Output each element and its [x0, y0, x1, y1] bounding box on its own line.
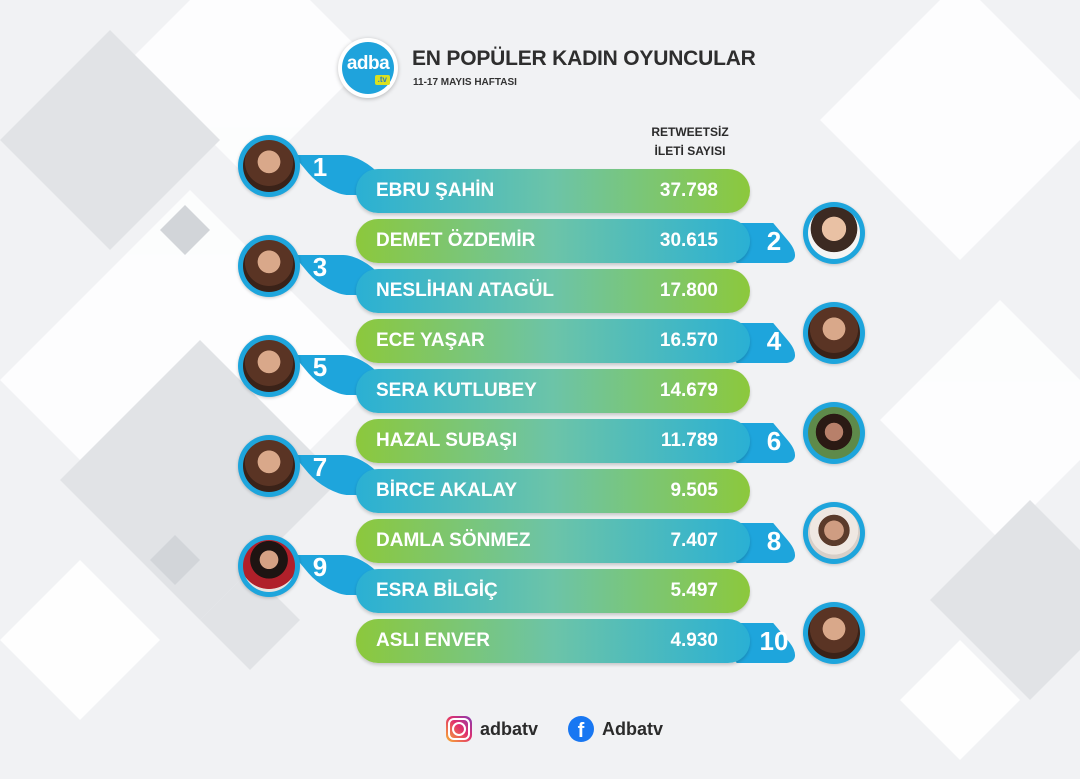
instagram-icon — [446, 716, 472, 742]
ranking-row-6: 6 HAZAL SUBAŞI 11.789 — [0, 402, 1080, 464]
rank-number: 2 — [766, 226, 782, 256]
actress-photo — [243, 240, 295, 292]
rank-number: 5 — [312, 352, 328, 382]
actress-photo — [243, 440, 295, 492]
ranking-row-8: 8 DAMLA SÖNMEZ 7.407 — [0, 502, 1080, 564]
actress-photo — [243, 340, 295, 392]
facebook-handle: Adbatv — [602, 719, 664, 739]
rank-photo-badge — [238, 535, 300, 597]
actress-name: ASLI ENVER — [376, 630, 491, 651]
ranking-row-10: 10 ASLI ENVER 4.930 — [0, 602, 1080, 664]
ranking-bar — [356, 619, 750, 663]
post-count: 14.679 — [659, 380, 718, 401]
rank-photo-badge — [803, 502, 865, 564]
rank-number: 7 — [312, 452, 328, 482]
rank-number: 9 — [312, 552, 328, 582]
ranking-bar — [356, 219, 750, 263]
actress-photo — [808, 207, 860, 259]
actress-name: ESRA BİLGİÇ — [376, 580, 498, 601]
instagram-handle: adbatv — [480, 719, 539, 739]
instagram-link[interactable]: adbatv — [446, 715, 556, 745]
ranking-bar — [356, 269, 750, 313]
ranking-row-7: 7 BİRCE AKALAY 9.505 — [0, 435, 1080, 513]
logo-text: adba — [346, 53, 390, 74]
rank-photo-badge — [238, 435, 300, 497]
post-count: 11.789 — [660, 430, 718, 451]
column-heading-line2: İLETİ SAYISI — [654, 144, 726, 158]
actress-photo — [808, 607, 860, 659]
ranking-row-1: 1 EBRU ŞAHİN 37.798 — [0, 135, 1080, 213]
rank-number: 1 — [312, 152, 328, 182]
rank-number: 3 — [312, 252, 328, 282]
rank-photo-badge — [238, 135, 300, 197]
ranking-row-2: 2 DEMET ÖZDEMİR 30.615 — [0, 202, 1080, 264]
post-count: 9.505 — [670, 480, 718, 501]
actress-photo — [808, 307, 860, 359]
ranking-row-3: 3 NESLİHAN ATAGÜL 17.800 — [0, 235, 1080, 313]
ranking-row-9: 9 ESRA BİLGİÇ 5.497 — [0, 535, 1080, 613]
ranking-bar — [356, 519, 750, 563]
page-title: EN POPÜLER KADIN OYUNCULAR — [412, 47, 756, 70]
facebook-link[interactable]: f Adbatv — [568, 715, 678, 745]
actress-name: NESLİHAN ATAGÜL — [376, 280, 555, 301]
ranking-bar — [356, 569, 750, 613]
actress-photo — [808, 507, 860, 559]
rank-photo-badge — [803, 402, 865, 464]
ranking-bar — [356, 169, 750, 213]
actress-name: BİRCE AKALAY — [376, 480, 518, 501]
column-heading-line1: RETWEETSİZ — [651, 125, 729, 139]
ranking-row-4: 4 ECE YAŞAR 16.570 — [0, 302, 1080, 364]
ranking-bar — [356, 319, 750, 363]
rank-number: 8 — [766, 526, 782, 556]
rank-photo-badge — [803, 602, 865, 664]
rank-number: 6 — [766, 426, 782, 456]
rank-photo-badge — [803, 302, 865, 364]
actress-name: SERA KUTLUBEY — [376, 380, 537, 401]
ranking-row-5: 5 SERA KUTLUBEY 14.679 — [0, 335, 1080, 413]
actress-name: EBRU ŞAHİN — [376, 180, 495, 201]
rank-number: 10 — [759, 626, 789, 656]
actress-photo — [243, 140, 295, 192]
ranking-bar — [356, 419, 750, 463]
actress-name: DEMET ÖZDEMİR — [376, 230, 536, 251]
actress-photo — [808, 407, 860, 459]
actress-name: DAMLA SÖNMEZ — [376, 530, 531, 551]
rank-photo-badge — [238, 235, 300, 297]
post-count: 16.570 — [659, 330, 718, 351]
adba-logo: adba .tv — [338, 38, 398, 98]
post-count: 7.407 — [670, 530, 718, 551]
post-count: 5.497 — [670, 580, 718, 601]
page-subtitle: 11-17 MAYIS HAFTASI — [413, 77, 517, 88]
post-count: 37.798 — [659, 180, 718, 201]
post-count: 4.930 — [670, 630, 718, 651]
ranking-bar — [356, 469, 750, 513]
logo-sub: .tv — [374, 75, 390, 85]
adba-logo-circle: adba .tv — [342, 42, 394, 94]
rank-number: 4 — [766, 326, 782, 356]
facebook-icon: f — [568, 716, 594, 742]
post-count: 17.800 — [659, 280, 718, 301]
ranking-bar — [356, 369, 750, 413]
actress-name: HAZAL SUBAŞI — [376, 430, 518, 451]
actress-name: ECE YAŞAR — [376, 330, 485, 351]
post-count: 30.615 — [659, 230, 718, 251]
column-heading: RETWEETSİZ İLETİ SAYISI — [640, 123, 740, 161]
actress-photo — [243, 540, 295, 592]
rank-photo-badge — [238, 335, 300, 397]
rank-photo-badge — [803, 202, 865, 264]
